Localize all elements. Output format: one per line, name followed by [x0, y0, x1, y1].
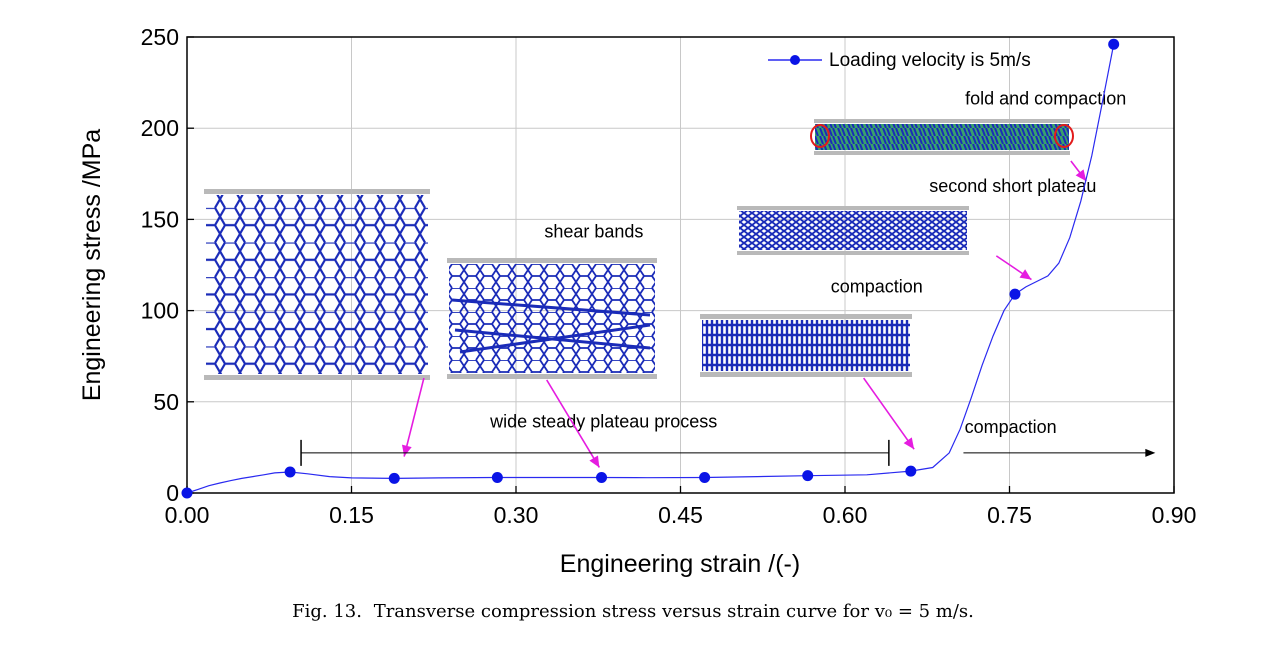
legend: Loading velocity is 5m/s [768, 50, 1031, 71]
data-series [181, 38, 1120, 499]
inset-second-plateau-honeycomb [737, 206, 969, 255]
legend-marker-sample [790, 55, 800, 65]
data-point [905, 465, 917, 477]
x-axis-ticks: 0.00 0.15 0.30 0.45 0.60 0.75 0.90 [165, 486, 1197, 528]
x-axis-label: Engineering strain /(-) [560, 550, 800, 578]
y-tick-label: 200 [141, 115, 179, 141]
data-point [1009, 288, 1021, 300]
inset-shear-bands-honeycomb [447, 258, 657, 379]
inset-fold-compaction-honeycomb [810, 119, 1074, 155]
caption-text: Transverse compression stress versus str… [374, 601, 974, 622]
x-tick-label: 0.15 [329, 502, 374, 528]
annotation-arrow-head [589, 455, 600, 468]
y-tick-label: 0 [166, 480, 179, 506]
fold-highlight-left [810, 124, 830, 148]
x-tick-label: 0.45 [658, 502, 703, 528]
data-point [699, 471, 711, 483]
annotation-label: compaction [965, 417, 1057, 437]
data-point [491, 471, 503, 483]
data-point [284, 466, 296, 478]
data-point [388, 472, 400, 484]
compaction-arrow-head [1145, 448, 1156, 457]
plateau-bracket [300, 439, 1156, 466]
data-point [802, 470, 814, 482]
y-tick-label: 250 [141, 24, 179, 50]
annotation-arrow-head [1019, 269, 1032, 280]
annotation-label: second short plateau [929, 176, 1096, 196]
annotation-label: fold and compaction [965, 88, 1126, 108]
y-tick-label: 150 [141, 206, 179, 232]
caption-prefix: Fig. 13. [292, 601, 362, 622]
data-point [1108, 38, 1120, 50]
x-tick-label: 0.30 [494, 502, 539, 528]
y-axis-label: Engineering stress /MPa [78, 129, 106, 401]
annotation-arrow-head [1075, 169, 1087, 182]
annotation-label: compaction [831, 276, 923, 296]
inset-hexagonal-honeycomb-initial [204, 189, 430, 380]
annotation-arrow-line [862, 377, 915, 450]
legend-entry: Loading velocity is 5m/s [829, 50, 1031, 71]
inset-compaction-honeycomb [700, 314, 912, 377]
y-axis-ticks: 0 50 100 150 200 250 [141, 24, 194, 506]
fold-highlight-right [1054, 124, 1074, 148]
data-point [181, 487, 193, 499]
x-tick-label: 0.00 [165, 502, 210, 528]
annotation-label: shear bands [544, 222, 643, 242]
figure-caption: Fig. 13. Transverse compression stress v… [292, 601, 974, 622]
series-line [186, 44, 1115, 494]
y-tick-label: 100 [141, 298, 179, 324]
y-tick-label: 50 [153, 389, 179, 415]
annotations: fold and compaction second short plateau s… [489, 88, 1126, 436]
annotation-arrow-head [903, 437, 915, 450]
x-tick-label: 0.90 [1152, 502, 1197, 528]
annotation-arrow-head [401, 444, 412, 457]
data-point [596, 471, 608, 483]
annotation-arrow-line [403, 377, 425, 457]
x-tick-label: 0.60 [823, 502, 868, 528]
annotation-label: wide steady plateau process [489, 411, 717, 431]
x-tick-label: 0.75 [987, 502, 1032, 528]
